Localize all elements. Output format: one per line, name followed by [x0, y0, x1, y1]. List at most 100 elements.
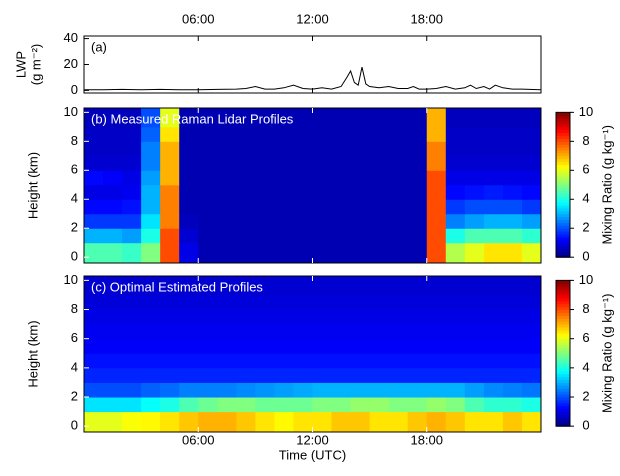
heat-cell	[103, 382, 123, 398]
heat-cell	[426, 397, 447, 413]
colorbar-tick-label: 0	[582, 249, 589, 264]
x-tick-label: 12:00	[296, 11, 329, 26]
heat-cell	[369, 213, 390, 229]
heat-cell	[293, 324, 313, 340]
heat-cell	[445, 338, 466, 354]
heat-cell	[331, 155, 352, 171]
colorbar-step	[556, 178, 570, 183]
colorbar-step	[556, 115, 570, 119]
colorbar-step	[556, 147, 570, 151]
heat-cell	[388, 309, 409, 325]
heat-cell	[521, 338, 541, 354]
heat-cell	[331, 228, 352, 244]
heat-cell	[141, 108, 161, 128]
colorbar-step	[556, 359, 570, 363]
colorbar-step	[556, 379, 570, 383]
y-axis-label: Height (km)	[25, 152, 40, 219]
heat-cell	[445, 184, 466, 200]
heat-cell	[84, 213, 104, 229]
heat-cell	[217, 411, 237, 432]
colorbar-step	[556, 170, 570, 174]
heat-cell	[407, 199, 428, 215]
heat-cell	[84, 367, 104, 383]
panel-label: (a)	[91, 39, 107, 54]
heat-cell	[312, 170, 333, 186]
heat-cell	[464, 242, 485, 263]
heat-cell	[312, 338, 333, 354]
heat-cell	[217, 367, 237, 383]
heat-cell	[198, 108, 218, 128]
heat-cell	[407, 213, 428, 229]
heat-cell	[293, 353, 313, 369]
colorbar-label: Mixing Ratio (g kg⁻¹)	[599, 293, 614, 413]
heat-cell	[331, 276, 352, 296]
colorbar-step	[556, 167, 570, 171]
colorbar-step	[556, 132, 570, 137]
heat-cell	[122, 382, 142, 398]
colorbar-step	[556, 397, 570, 401]
heat-cell	[445, 353, 466, 369]
colorbar-step	[556, 394, 570, 398]
heat-cell	[160, 309, 180, 325]
heat-cell	[255, 294, 275, 311]
y-tick-label: 4	[71, 191, 78, 206]
y-tick-label: 0	[71, 82, 78, 97]
heat-cell	[502, 382, 523, 398]
heat-cell	[464, 367, 485, 383]
heat-cell	[502, 170, 523, 186]
heat-cell	[502, 411, 523, 432]
heat-cell	[407, 309, 428, 325]
heat-cell	[464, 199, 485, 215]
heat-cell	[198, 141, 218, 157]
heat-cell	[236, 228, 256, 244]
heat-cell	[331, 184, 352, 200]
heat-cell	[369, 294, 390, 311]
colorbar-step	[556, 414, 570, 418]
colorbar-step	[556, 423, 570, 427]
heat-cell	[388, 141, 409, 157]
heat-cell	[293, 213, 313, 229]
heat-cell	[426, 141, 447, 157]
heat-cell	[103, 126, 123, 142]
heat-cell	[122, 276, 142, 296]
heat-cell	[369, 242, 390, 263]
heat-cell	[179, 411, 199, 432]
colorbar-step	[556, 353, 570, 357]
heat-cell	[217, 184, 237, 200]
heat-cell	[160, 411, 180, 432]
heat-cell	[388, 276, 409, 296]
heat-cell	[198, 184, 218, 200]
heat-cell	[198, 411, 218, 432]
colorbar-step	[556, 242, 570, 247]
heat-cell	[464, 294, 485, 311]
heat-cell	[426, 411, 447, 432]
heat-cell	[179, 309, 199, 325]
heat-cell	[141, 242, 161, 263]
heat-cell	[464, 108, 485, 128]
heat-cell	[312, 228, 333, 244]
heat-cell	[426, 184, 447, 200]
heat-cell	[84, 294, 104, 311]
heat-cell	[464, 170, 485, 186]
heat-cell	[179, 199, 199, 215]
heat-cell	[217, 382, 237, 398]
heat-cell	[274, 353, 294, 369]
y-axis-label: (g m⁻²)	[28, 44, 43, 86]
heat-cell	[388, 155, 409, 171]
heat-cell	[312, 108, 333, 128]
heat-cell	[236, 141, 256, 157]
heat-cell	[521, 294, 541, 311]
heat-cell	[103, 108, 123, 128]
heat-cell	[369, 367, 390, 383]
heat-cell	[388, 338, 409, 354]
heat-cell	[407, 108, 428, 128]
heat-cell	[369, 324, 390, 340]
heat-cell	[426, 155, 447, 171]
heat-cell	[103, 367, 123, 383]
heat-cell	[502, 397, 523, 413]
heat-cell	[236, 199, 256, 215]
heat-cell	[464, 324, 485, 340]
heat-cell	[388, 367, 409, 383]
heat-cell	[464, 228, 485, 244]
colorbar-step	[556, 297, 570, 302]
